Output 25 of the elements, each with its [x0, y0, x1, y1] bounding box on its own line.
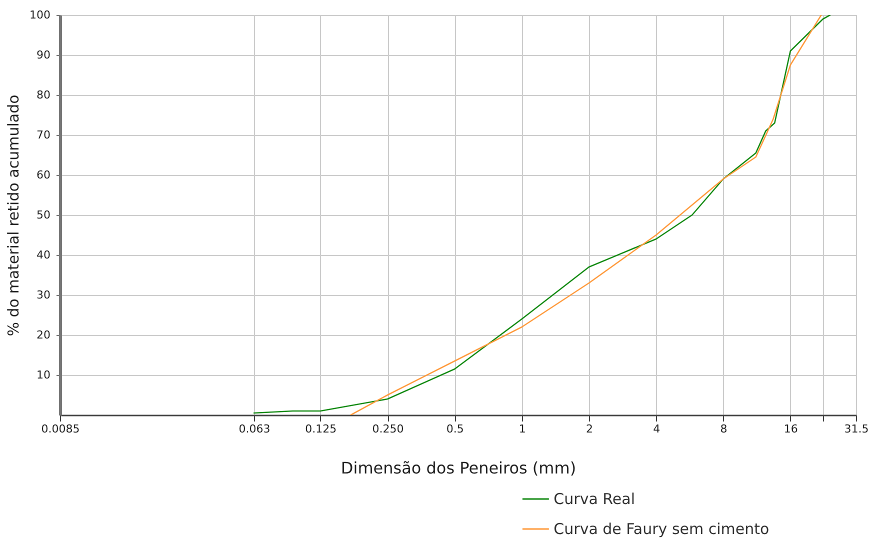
- y-tick-label: 90: [36, 48, 50, 62]
- y-tick-label: 50: [36, 208, 50, 222]
- x-tick-label: 31.5: [844, 422, 869, 436]
- x-tick-label: 0.0085: [41, 422, 80, 436]
- y-tick-label: 10: [36, 368, 50, 382]
- x-tick-label: 0.125: [305, 422, 337, 436]
- y-tick-label: 30: [36, 288, 50, 302]
- y-tick-label: 20: [36, 328, 50, 342]
- x-tick-label: 0.250: [372, 422, 404, 436]
- y-tick-label: 100: [30, 8, 50, 22]
- x-tick-label: 2: [586, 422, 593, 436]
- y-axis-title: % do material retido acumulado: [4, 94, 23, 336]
- x-tick-label: 8: [720, 422, 728, 436]
- x-tick-label: 0.063: [238, 422, 270, 436]
- y-tick-label: 70: [36, 128, 50, 142]
- legend-label: Curva Real: [554, 490, 636, 508]
- x-axis-title: Dimensão dos Peneiros (mm): [340, 458, 576, 478]
- x-tick-label: 1: [518, 422, 526, 436]
- y-tick-label: 80: [36, 88, 50, 102]
- x-tick-label: 4: [653, 422, 660, 436]
- x-tick-label: 0.5: [446, 422, 464, 436]
- y-tick-label: 40: [36, 248, 50, 262]
- legend-label: Curva de Faury sem cimento: [554, 520, 770, 538]
- x-tick-label: 16: [784, 422, 798, 436]
- y-tick-label: 60: [36, 168, 50, 182]
